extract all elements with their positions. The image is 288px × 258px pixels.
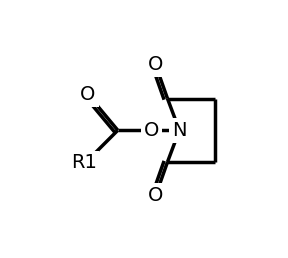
Text: R1: R1 [71, 152, 97, 172]
Text: O: O [148, 55, 163, 74]
Text: O: O [80, 85, 96, 104]
Text: O: O [144, 121, 159, 140]
Text: O: O [148, 186, 163, 205]
Text: N: N [172, 121, 187, 140]
